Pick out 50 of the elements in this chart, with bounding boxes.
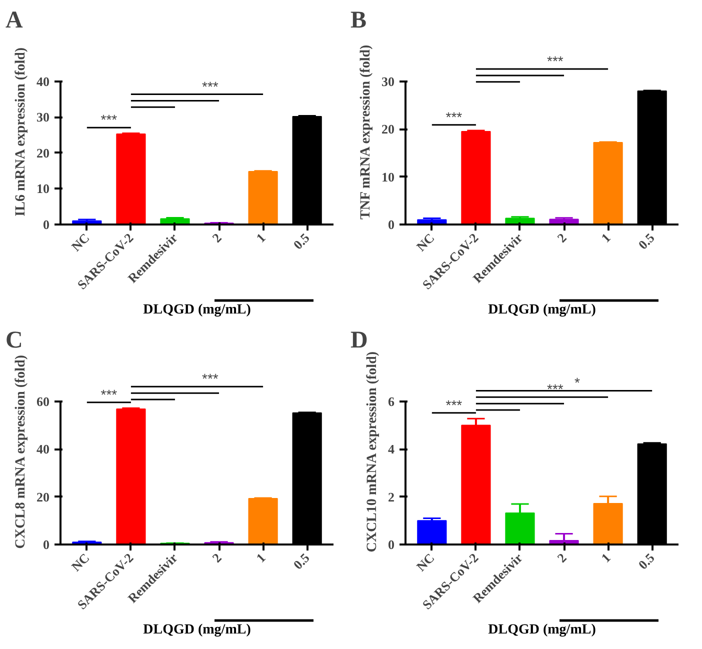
y-tick-label: 0 xyxy=(43,537,50,552)
y-tick-label: 60 xyxy=(36,394,50,409)
x-axis-title: DLQGD (mg/mL) xyxy=(143,302,252,318)
y-axis-title: TNF mRNA expression (fold) xyxy=(358,44,374,220)
x-tick-label: 1 xyxy=(598,230,614,246)
x-tick-label: 0.5 xyxy=(635,550,658,572)
y-tick-label: 40 xyxy=(36,442,50,457)
x-tick-label: 0.5 xyxy=(290,230,313,252)
annotation: *** xyxy=(202,78,219,94)
y-tick-label: 2 xyxy=(388,489,394,504)
text: *** xyxy=(547,53,564,70)
y-tick-label: 40 xyxy=(36,74,50,89)
y-tick-label: 6 xyxy=(388,394,395,409)
x-tick-label: 1 xyxy=(253,230,268,246)
y-tick-label: 20 xyxy=(36,489,50,504)
chart-title: B xyxy=(350,8,367,34)
text: * xyxy=(574,374,580,391)
x-tick-label: 0.5 xyxy=(290,550,313,572)
y-tick-label: 0 xyxy=(43,217,50,232)
y-tick-label: 10 xyxy=(382,169,394,184)
text: *** xyxy=(202,370,219,387)
annotation: *** xyxy=(100,386,118,402)
x-axis-title: DLQGD (mg/mL) xyxy=(143,622,252,638)
x-tick-label: 2 xyxy=(209,230,224,246)
annotation: *** xyxy=(446,396,463,413)
x-axis-title: DLQGD (mg/mL) xyxy=(488,302,596,318)
y-axis-title: CXCL8 mRNA expression (fold) xyxy=(14,354,28,549)
y-tick-label: 30 xyxy=(382,74,394,89)
y-axis-title: CXCL10 mRNA expression (fold) xyxy=(365,351,380,552)
chart-title: C xyxy=(6,328,23,354)
y-axis-title: IL6 mRNA expression (fold) xyxy=(14,47,28,216)
x-tick-label: 2 xyxy=(554,230,570,246)
x-tick-label: 2 xyxy=(554,550,570,566)
y-tick-label: 30 xyxy=(36,110,50,125)
y-tick-label: 4 xyxy=(388,442,395,457)
annotation: *** xyxy=(100,112,118,128)
x-tick-label: 1 xyxy=(253,550,268,566)
x-tick-label: 1 xyxy=(598,550,614,566)
x-tick-label: 2 xyxy=(209,550,224,566)
chart-title: D xyxy=(350,328,368,354)
x-tick-label: 0.5 xyxy=(635,230,658,252)
chart-title: A xyxy=(6,8,24,34)
y-tick-label: 10 xyxy=(36,181,50,196)
x-axis-title: DLQGD (mg/mL) xyxy=(488,622,596,638)
y-tick-label: 0 xyxy=(388,537,394,552)
text: *** xyxy=(547,381,564,398)
y-tick-label: 20 xyxy=(36,145,50,160)
annotation: *** xyxy=(446,108,463,125)
y-tick-label: 20 xyxy=(382,122,394,137)
y-tick-label: 0 xyxy=(388,217,394,232)
